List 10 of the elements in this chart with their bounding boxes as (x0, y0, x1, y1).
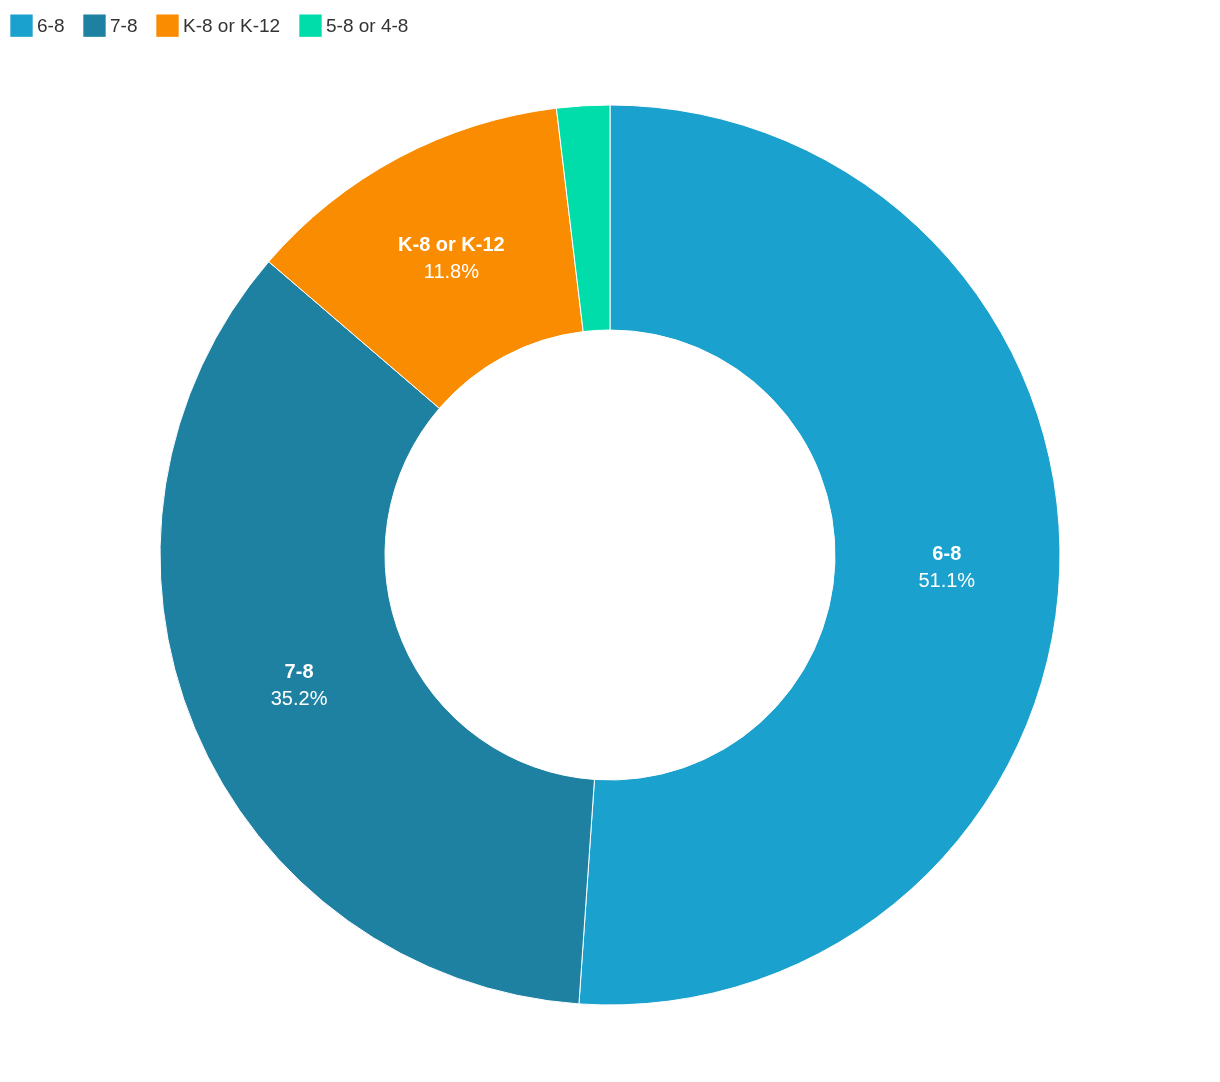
legend-label: 6-8 (37, 14, 65, 36)
legend-label: 7-8 (110, 14, 138, 36)
legend-label: 5-8 or 4-8 (326, 14, 409, 36)
data-label: 35.2% (270, 686, 328, 709)
slice-label: K-8 or K-12 (398, 232, 505, 255)
data-label: 11.8% (423, 259, 480, 282)
slice-label: 7-8 (284, 659, 314, 682)
data-label: 51.1% (918, 568, 976, 591)
slice-label: 6-8 (932, 541, 962, 564)
legend-label: K-8 or K-12 (183, 14, 281, 36)
